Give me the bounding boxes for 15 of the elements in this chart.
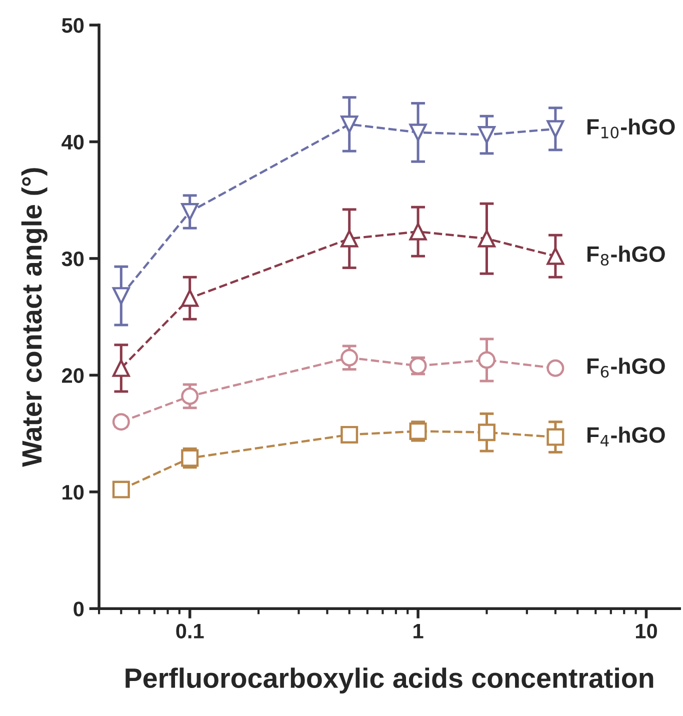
y-tick-label: 40 [62, 134, 84, 150]
y-tick-label: 0 [74, 602, 84, 616]
series-label: F$_{6}$-hGO [587, 358, 665, 378]
y-axis-title: Water contact angle (°) [21, 168, 48, 467]
series-label: F$_{4}$-hGO [587, 426, 665, 446]
x-tick-label: 0.1 [176, 624, 204, 638]
x-tick-label: 1 [414, 624, 424, 638]
series-label: F$_{8}$-hGO [587, 246, 665, 266]
y-tick-label: 50 [62, 18, 84, 33]
series-label: F$_{10}$-hGO [587, 118, 675, 138]
x-axis-title: Perfluorocarboxylic acids concentration [126, 668, 654, 694]
x-tick-label: 10 [636, 624, 657, 638]
y-tick-label: 30 [62, 251, 84, 266]
y-tick-label: 20 [62, 368, 84, 383]
y-tick-label: 10 [62, 484, 84, 500]
